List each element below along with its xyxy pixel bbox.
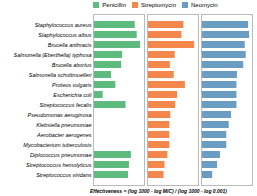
- svg-text:Salmonella (Eberthella) typhos: Salmonella (Eberthella) typhosa: [14, 52, 92, 58]
- svg-text:Streptococcus viridans: Streptococcus viridans: [36, 172, 92, 178]
- svg-text:Brucella anthracis: Brucella anthracis: [48, 42, 92, 48]
- html-text:Penicillin: Penicillin: [102, 1, 126, 8]
- html-text:Effectiveness = (log 1000 - lo: Effectiveness = (log 1000 - log MIC) / (…: [90, 188, 227, 194]
- svg-text:Brucella abortus: Brucella abortus: [52, 62, 92, 68]
- svg-text:Streptococcus fecalis: Streptococcus fecalis: [40, 102, 92, 108]
- svg-text:Diplococcus pneumoniae: Diplococcus pneumoniae: [30, 152, 91, 158]
- svg-text:Streptococcus hemolyticus: Streptococcus hemolyticus: [26, 162, 92, 168]
- svg-text:Staphylococcus albus: Staphylococcus albus: [38, 32, 91, 38]
- svg-text:Escherichia coli: Escherichia coli: [53, 92, 92, 98]
- svg-text:Klebsiella pneumoniae: Klebsiella pneumoniae: [36, 122, 91, 128]
- html-text:Neomycin: Neomycin: [191, 1, 218, 8]
- svg-text:Aerobacter aerogenes: Aerobacter aerogenes: [36, 132, 92, 138]
- svg-text:Proteus vulgaris: Proteus vulgaris: [52, 82, 92, 88]
- svg-text:Staphylococcus aureus: Staphylococcus aureus: [35, 22, 92, 28]
- svg-text:Mycobacterium tuberculosis: Mycobacterium tuberculosis: [23, 142, 91, 148]
- svg-text:Pseudomonas aeruginosa: Pseudomonas aeruginosa: [28, 112, 92, 118]
- html-text:Streptomycin: Streptomycin: [141, 1, 176, 8]
- svg-text:Salmonella schottmuelleri: Salmonella schottmuelleri: [29, 72, 92, 78]
